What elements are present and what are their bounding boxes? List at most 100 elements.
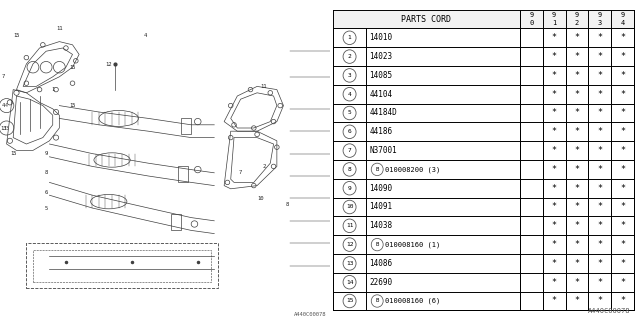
Text: *: * — [620, 146, 625, 155]
Text: *: * — [620, 297, 625, 306]
Text: *: * — [597, 165, 602, 174]
Text: *: * — [597, 146, 602, 155]
Text: *: * — [552, 278, 557, 287]
Text: 8: 8 — [348, 167, 351, 172]
Text: *: * — [620, 221, 625, 230]
Text: *: * — [574, 221, 579, 230]
Text: 44186: 44186 — [369, 127, 393, 136]
Text: *: * — [552, 221, 557, 230]
Text: *: * — [552, 297, 557, 306]
Text: 11: 11 — [56, 26, 63, 31]
Text: *: * — [597, 52, 602, 61]
Text: *: * — [552, 90, 557, 99]
Text: *: * — [574, 52, 579, 61]
Text: *: * — [597, 278, 602, 287]
Text: *: * — [574, 259, 579, 268]
Text: *: * — [597, 203, 602, 212]
Text: 7: 7 — [239, 170, 242, 175]
Text: *: * — [597, 127, 602, 136]
Text: *: * — [574, 184, 579, 193]
Text: 7: 7 — [348, 148, 351, 153]
Text: *: * — [552, 203, 557, 212]
Text: *: * — [552, 52, 557, 61]
Text: 15: 15 — [69, 65, 76, 70]
Text: 010008160 (6): 010008160 (6) — [385, 298, 440, 304]
Text: 12: 12 — [346, 242, 353, 247]
Text: 44184D: 44184D — [369, 108, 397, 117]
Text: 11: 11 — [260, 84, 267, 89]
Text: *: * — [574, 108, 579, 117]
Text: *: * — [620, 203, 625, 212]
Text: *: * — [552, 165, 557, 174]
Text: 1: 1 — [552, 20, 556, 26]
Text: 44104: 44104 — [369, 90, 393, 99]
Text: *: * — [597, 33, 602, 42]
Text: *: * — [620, 52, 625, 61]
Text: *: * — [552, 108, 557, 117]
Text: *: * — [620, 127, 625, 136]
Bar — [333, 10, 634, 28]
Text: 13: 13 — [4, 125, 10, 131]
Text: *: * — [574, 90, 579, 99]
Text: 15: 15 — [346, 299, 353, 303]
Text: 9: 9 — [598, 12, 602, 18]
Text: 2: 2 — [262, 164, 266, 169]
Text: *: * — [574, 165, 579, 174]
Text: 4: 4 — [348, 92, 351, 97]
Text: N37001: N37001 — [369, 146, 397, 155]
Text: 11: 11 — [346, 223, 353, 228]
Text: 9: 9 — [575, 12, 579, 18]
Text: *: * — [597, 297, 602, 306]
Text: 010008200 (3): 010008200 (3) — [385, 166, 440, 173]
Text: *: * — [620, 259, 625, 268]
Text: A440C00078: A440C00078 — [588, 308, 630, 314]
Text: 14038: 14038 — [369, 221, 393, 230]
Text: *: * — [620, 278, 625, 287]
Text: *: * — [574, 278, 579, 287]
Bar — [181, 118, 191, 134]
Text: *: * — [620, 90, 625, 99]
Text: 10: 10 — [346, 204, 353, 210]
Text: 14086: 14086 — [369, 259, 393, 268]
Text: 2: 2 — [348, 54, 351, 59]
Text: 4: 4 — [620, 20, 625, 26]
Text: 15: 15 — [69, 103, 76, 108]
Text: 5: 5 — [45, 205, 48, 211]
Text: 9: 9 — [529, 12, 534, 18]
Text: *: * — [597, 184, 602, 193]
Text: 8: 8 — [285, 202, 289, 207]
Text: *: * — [552, 146, 557, 155]
Text: 14091: 14091 — [369, 203, 393, 212]
Text: 4: 4 — [5, 103, 8, 108]
Bar — [178, 166, 188, 182]
Text: 15: 15 — [13, 33, 20, 38]
Text: *: * — [574, 71, 579, 80]
Text: 9: 9 — [620, 12, 625, 18]
Text: 0: 0 — [529, 20, 534, 26]
Text: *: * — [574, 127, 579, 136]
Text: 14023: 14023 — [369, 52, 393, 61]
Text: *: * — [574, 146, 579, 155]
Text: 14090: 14090 — [369, 184, 393, 193]
Text: 3: 3 — [348, 73, 351, 78]
Text: *: * — [552, 240, 557, 249]
Text: *: * — [620, 165, 625, 174]
Text: 6: 6 — [45, 189, 48, 195]
Text: *: * — [597, 108, 602, 117]
Text: *: * — [597, 259, 602, 268]
Text: B: B — [376, 167, 379, 172]
Text: 5: 5 — [348, 110, 351, 116]
Text: 15: 15 — [10, 151, 17, 156]
Text: PARTS CORD: PARTS CORD — [401, 14, 451, 23]
Text: 6: 6 — [348, 129, 351, 134]
Text: 3: 3 — [598, 20, 602, 26]
Text: *: * — [552, 33, 557, 42]
Text: 1: 1 — [348, 35, 351, 40]
Text: 13: 13 — [346, 261, 353, 266]
Text: *: * — [597, 71, 602, 80]
Text: 8: 8 — [45, 170, 48, 175]
Text: 14085: 14085 — [369, 71, 393, 80]
Text: *: * — [620, 33, 625, 42]
Text: *: * — [552, 259, 557, 268]
Text: B: B — [376, 299, 379, 303]
